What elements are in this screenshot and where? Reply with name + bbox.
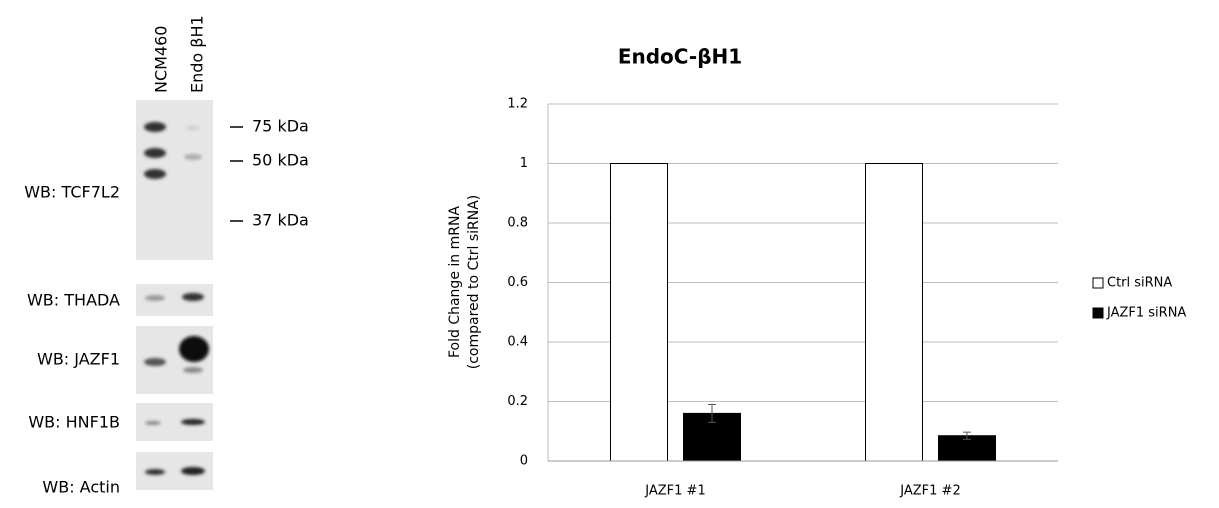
panel-label: WB: TCF7L2 (24, 183, 120, 202)
y-tick-label: 1.2 (507, 97, 528, 112)
bar (611, 164, 668, 462)
panel-label: WB: Actin (42, 478, 120, 497)
y-axis-label: Fold Change in mRNA (447, 206, 463, 358)
blot-panels (136, 100, 213, 490)
lane-label: NCM460 (152, 26, 171, 93)
y-tick-label: 0.2 (507, 394, 528, 409)
panel-label: WB: THADA (27, 291, 120, 310)
figure: NCM460 Endo βH1 75 kDa 50 kDa 37 kDa WB:… (0, 0, 1219, 508)
y-tick-label: 0.8 (507, 216, 528, 231)
legend-swatch (1093, 278, 1103, 288)
marker-label: 50 kDa (252, 151, 309, 170)
chart-title: EndoC-βH1 (618, 45, 742, 69)
marker-label: 75 kDa (252, 117, 309, 136)
marker-dashes (230, 127, 243, 221)
bar (866, 164, 923, 462)
panel-label: WB: HNF1B (28, 413, 120, 432)
x-tick-label: JAZF1 #1 (644, 484, 705, 499)
legend-label: Ctrl siRNA (1107, 276, 1172, 291)
y-tick-label: 1 (520, 156, 528, 171)
y-tick-label: 0.6 (507, 275, 528, 290)
y-tick-label: 0 (520, 454, 528, 469)
legend-swatch (1093, 308, 1103, 318)
y-axis-label: (compared to Ctrl siRNA) (466, 195, 482, 370)
x-tick-label: JAZF1 #2 (899, 484, 960, 499)
marker-label: 37 kDa (252, 211, 309, 230)
lane-label: Endo βH1 (188, 15, 207, 93)
panel-label: WB: JAZF1 (37, 350, 120, 369)
y-tick-label: 0.4 (507, 335, 528, 350)
legend-label: JAZF1 siRNA (1106, 306, 1186, 321)
